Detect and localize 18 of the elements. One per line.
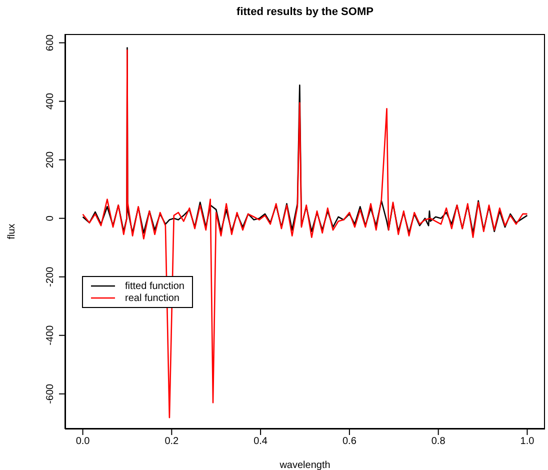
x-tick-label: 0.2 xyxy=(164,436,180,448)
y-tick-label: 0 xyxy=(45,215,56,222)
legend-label: real function xyxy=(125,292,180,304)
x-tick-label: 0.6 xyxy=(342,436,357,448)
chart-title: fitted results by the SOMP xyxy=(236,6,374,18)
y-tick-label: 600 xyxy=(45,34,56,52)
y-axis-title: flux xyxy=(6,224,18,240)
x-tick-label: 0.0 xyxy=(76,436,90,448)
y-tick-label: 200 xyxy=(45,151,56,168)
legend-label: fitted function xyxy=(125,280,184,292)
x-tick-label: 0.8 xyxy=(431,436,446,448)
x-tick-label: 0.4 xyxy=(254,436,268,448)
x-axis-title: wavelength xyxy=(278,460,330,470)
x-tick-label: 1.0 xyxy=(520,436,535,448)
y-tick-label: -200 xyxy=(45,266,56,287)
y-tick-label: -600 xyxy=(45,383,56,404)
y-tick-label: -400 xyxy=(45,324,56,346)
y-tick-label: 400 xyxy=(45,92,56,110)
